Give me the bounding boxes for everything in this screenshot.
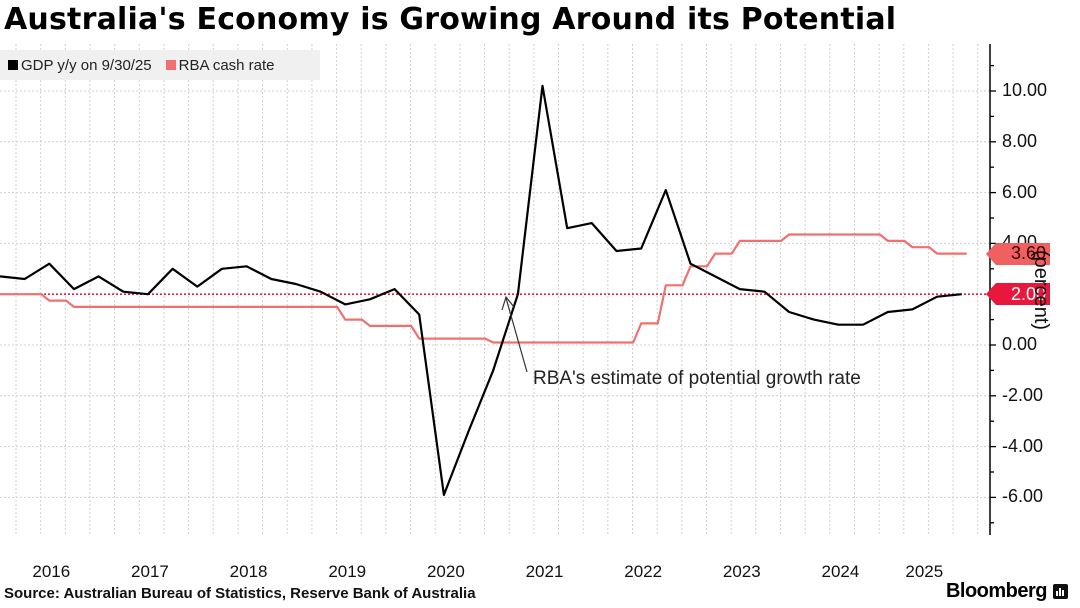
x-tick-label: 2019 [328,562,367,581]
brand-name: Bloomberg [945,580,1048,602]
series-line-rba-cash-rate [0,233,967,344]
legend-item-rba: RBA cash rate [165,56,275,74]
legend-item-gdp: GDP y/y on 9/30/25 [8,57,152,74]
last-value-tag-rba: 3.60 [986,242,1050,265]
x-tick-label: 2022 [624,562,663,581]
bloomberg-logo: Bloomberg [946,580,1068,603]
y-tick-label: 8.00 [1002,130,1038,151]
y-tick-label: -6.00 [1002,486,1044,507]
grid [0,44,990,535]
annotation-label: RBA's estimate of potential growth rate [533,368,861,389]
source-note: Source: Australian Bureau of Statistics,… [4,585,476,602]
annotation-arrow [501,295,528,373]
series-line-gdp [0,84,962,496]
y-tick-label: 0.00 [1002,334,1038,354]
y-tick-label: -2.00 [1002,384,1044,405]
x-tick-label: 2017 [131,562,169,581]
y-tick-label: 10.00 [1002,80,1048,100]
legend-swatch-rba [165,60,176,70]
x-tick-label: 2024 [821,562,860,581]
legend-label-gdp: GDP y/y on 9/30/25 [21,56,152,74]
y-tick-label: -4.00 [1002,435,1044,456]
x-tick-label: 2018 [229,562,268,581]
bloomberg-terminal-icon [1053,584,1068,599]
legend-label-rba: RBA cash rate [178,56,275,74]
annotation-arrow-head [501,295,515,311]
legend: GDP y/y on 9/30/25 RBA cash rate [0,50,320,80]
annotation-arrow-shaft [505,297,528,373]
x-tick-label: 2023 [722,562,761,581]
x-tick-label: 2025 [905,562,944,581]
x-tick-label: 2020 [426,562,465,581]
x-tick-label: 2021 [525,562,564,581]
series-layer [0,84,967,496]
last-value-tag-potential: 2.00 [986,283,1050,306]
y-tick-label: 6.00 [1002,181,1038,202]
chart-title: Australia's Economy is Growing Around it… [4,2,897,37]
y-axis-unit-label: (percent) [1030,250,1052,331]
x-tick-label: 2016 [32,562,71,581]
legend-swatch-gdp [8,60,18,70]
